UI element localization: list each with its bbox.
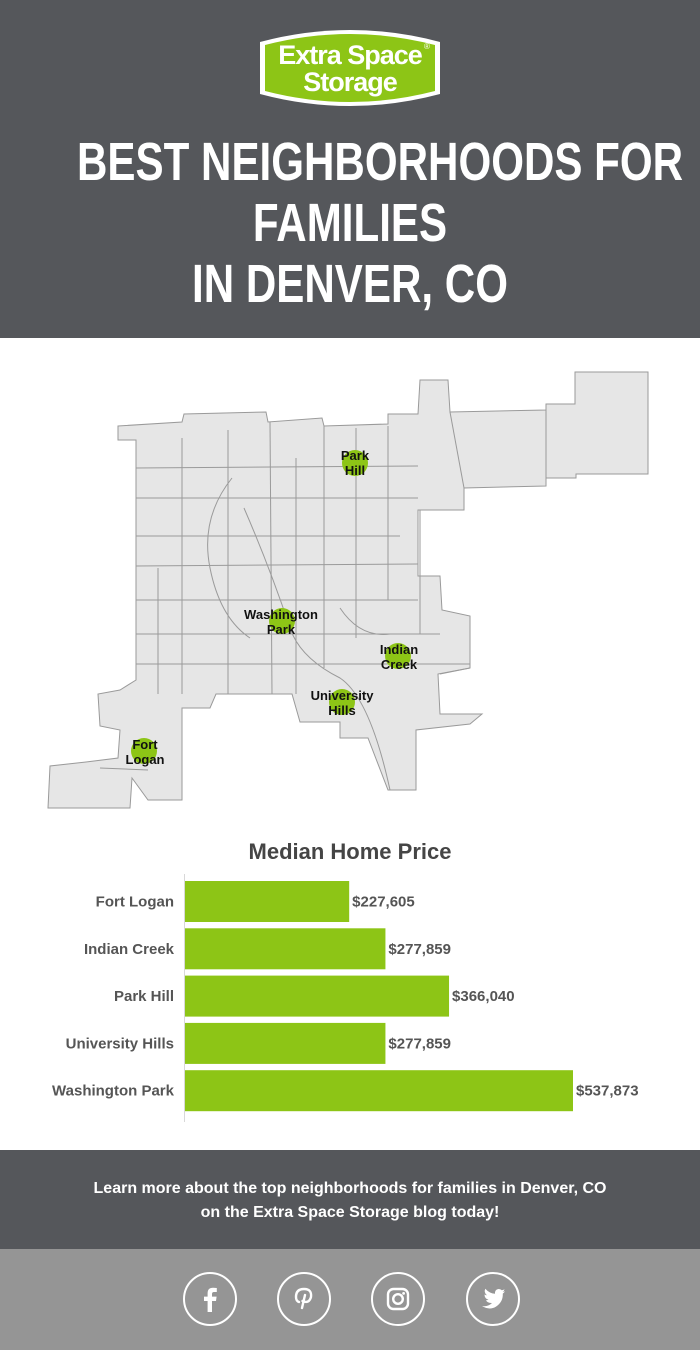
marker-indian-creek xyxy=(385,643,411,669)
instagram-icon[interactable] xyxy=(371,1272,425,1326)
logo-registered-mark: ® xyxy=(424,42,430,51)
footer-cta-text[interactable]: Learn more about the top neighborhoods f… xyxy=(40,1177,660,1225)
map-label-washington-park: Washington Park xyxy=(244,607,318,637)
denver-neighborhood-map: Park Hill Washington Park Indian Creek U… xyxy=(0,338,700,818)
title-line-3: IN DENVER, CO xyxy=(192,254,508,314)
title-line-2: FAMILIES xyxy=(252,193,448,253)
chart-title: Median Home Price xyxy=(248,839,452,864)
value-label-university-hills: $277,859 xyxy=(388,1035,451,1052)
title-line-1: BEST NEIGHBORHOODS FOR xyxy=(77,132,684,192)
category-label-indian-creek: Indian Creek xyxy=(84,941,175,958)
header: Extra Space Storage ® BEST NEIGHBORHOODS… xyxy=(0,0,700,338)
footer-line-1: Learn more about the top neighborhoods f… xyxy=(93,1180,607,1197)
map-markers xyxy=(131,450,411,764)
map-label-park-hill: Park Hill xyxy=(340,448,370,478)
pinterest-icon[interactable] xyxy=(277,1272,331,1326)
bar-fort-logan xyxy=(185,881,350,922)
bar-washington-park xyxy=(185,1070,573,1112)
value-label-fort-logan: $227,605 xyxy=(352,894,415,911)
value-label-washington-park: $537,873 xyxy=(576,1083,639,1100)
city-outline xyxy=(47,371,649,809)
bar-park-hill xyxy=(185,975,450,1017)
footer-banner: Learn more about the top neighborhoods f… xyxy=(0,1150,700,1249)
value-label-park-hill: $366,040 xyxy=(452,988,515,1005)
map-label-university-hills: University Hills xyxy=(310,688,374,718)
map-label-indian-creek: Indian Creek xyxy=(379,642,419,672)
marker-park-hill xyxy=(342,450,368,476)
marker-university-hills xyxy=(329,689,355,715)
footer-line-2: on the Extra Space Storage blog today! xyxy=(200,1204,500,1221)
category-label-park-hill: Park Hill xyxy=(114,988,174,1005)
twitter-icon[interactable] xyxy=(466,1272,520,1326)
median-home-price-chart: Median Home Price Fort Logan $227,605 Indi… xyxy=(0,820,700,1150)
category-label-washington-park: Washington Park xyxy=(52,1083,175,1100)
category-label-university-hills: University Hills xyxy=(66,1035,174,1052)
category-label-fort-logan: Fort Logan xyxy=(96,894,174,911)
marker-fort-logan xyxy=(131,738,157,764)
social-bar xyxy=(0,1249,700,1350)
logo[interactable]: Extra Space Storage ® xyxy=(254,24,446,112)
logo-text-line1: Extra Space xyxy=(278,40,423,70)
facebook-icon[interactable] xyxy=(183,1272,237,1326)
bar-chart-plot: Fort Logan $227,605 Indian Creek $277,859 Pa… xyxy=(52,874,639,1122)
map-label-fort-logan: Fort Logan xyxy=(125,737,165,767)
logo-text-line2: Storage xyxy=(303,67,398,97)
value-label-indian-creek: $277,859 xyxy=(388,941,451,958)
marker-washington-park xyxy=(269,608,295,634)
bar-indian-creek xyxy=(185,928,386,970)
page-title: BEST NEIGHBORHOODS FOR FAMILIES IN DENVE… xyxy=(77,132,684,315)
bar-university-hills xyxy=(185,1022,386,1064)
logo-badge-shape xyxy=(260,30,440,106)
